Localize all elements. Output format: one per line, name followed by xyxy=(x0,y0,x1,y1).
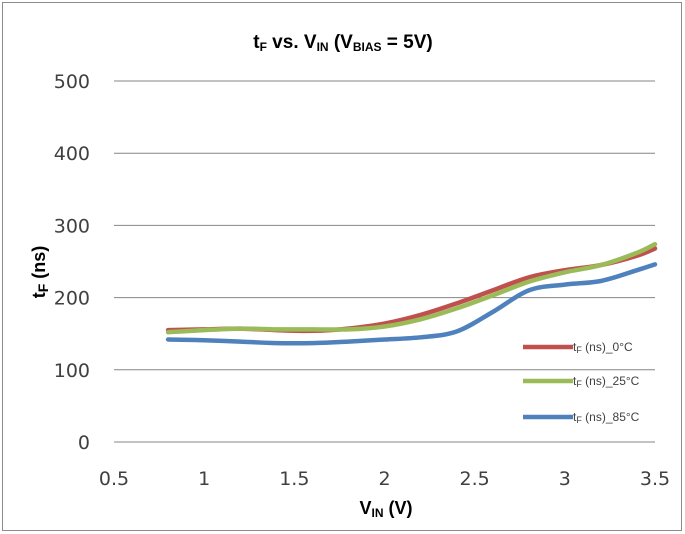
legend-label-2: tF (ns)_85°C xyxy=(573,410,640,425)
legend-label-1: tF (ns)_25°C xyxy=(573,374,640,389)
legend-label-main: t xyxy=(573,340,577,354)
x-tick-label: 1.5 xyxy=(279,468,309,490)
legend-label-rest: (ns)_85°C xyxy=(582,410,640,424)
chart-title-vs: vs. V xyxy=(267,32,317,53)
x-axis-label: VIN (V) xyxy=(359,498,412,520)
legend: tF (ns)_0°CtF (ns)_25°CtF (ns)_85°C xyxy=(523,340,640,425)
gridlines xyxy=(114,80,655,443)
x-tick-label: 3.5 xyxy=(640,468,670,490)
legend-label-main: t xyxy=(573,410,577,424)
y-tick-label: 300 xyxy=(54,215,90,237)
y-axis-label: tF (ns) xyxy=(29,246,51,299)
x-tick-label: 3 xyxy=(559,468,571,490)
y-tick-labels: 0 100 200 300 400 500 xyxy=(54,71,90,454)
chart-title-main-sub: F xyxy=(260,40,267,54)
legend-label-sub: F xyxy=(576,415,582,425)
series-lines xyxy=(165,241,658,346)
chart-title-main: t xyxy=(253,32,260,53)
y-tick-label: 400 xyxy=(54,143,90,165)
y-tick-label: 100 xyxy=(54,360,90,382)
legend-label-0: tF (ns)_0°C xyxy=(573,340,633,355)
series-line-0 xyxy=(165,246,658,334)
x-tick-labels: 0.5 1 1.5 2 2.5 3 3.5 xyxy=(99,468,670,490)
x-tick-label: 1 xyxy=(198,468,210,490)
chart-title: tF vs. VIN (VBIAS = 5V) xyxy=(253,32,433,54)
x-axis-label-rest: (V) xyxy=(384,498,413,518)
x-tick-label: 0.5 xyxy=(99,468,129,490)
series-line-2 xyxy=(165,262,658,346)
y-tick-label: 0 xyxy=(78,432,90,454)
x-axis-label-sub: IN xyxy=(372,506,384,520)
legend-label-rest: (ns)_0°C xyxy=(582,340,633,354)
y-axis-label-main: t xyxy=(29,292,49,298)
legend-label-sub: F xyxy=(576,345,582,355)
chart-title-paren-sub: BIAS xyxy=(353,40,382,54)
x-axis-label-main: V xyxy=(359,498,371,518)
chart-title-vs-sub: IN xyxy=(317,40,329,54)
legend-label-rest: (ns)_25°C xyxy=(582,374,640,388)
x-tick-label: 2 xyxy=(378,468,390,490)
chart-title-paren-open: (V xyxy=(329,32,354,53)
chart-title-paren-close: = 5V) xyxy=(382,32,433,53)
y-axis-label-rest: (ns) xyxy=(29,246,49,284)
legend-label-main: t xyxy=(573,374,577,388)
legend-label-sub: F xyxy=(576,379,582,389)
y-axis-label-sub: F xyxy=(35,283,51,292)
y-tick-label: 200 xyxy=(54,288,90,310)
series-line-1 xyxy=(165,241,658,335)
y-tick-label: 500 xyxy=(54,71,90,93)
x-tick-label: 2.5 xyxy=(460,468,490,490)
